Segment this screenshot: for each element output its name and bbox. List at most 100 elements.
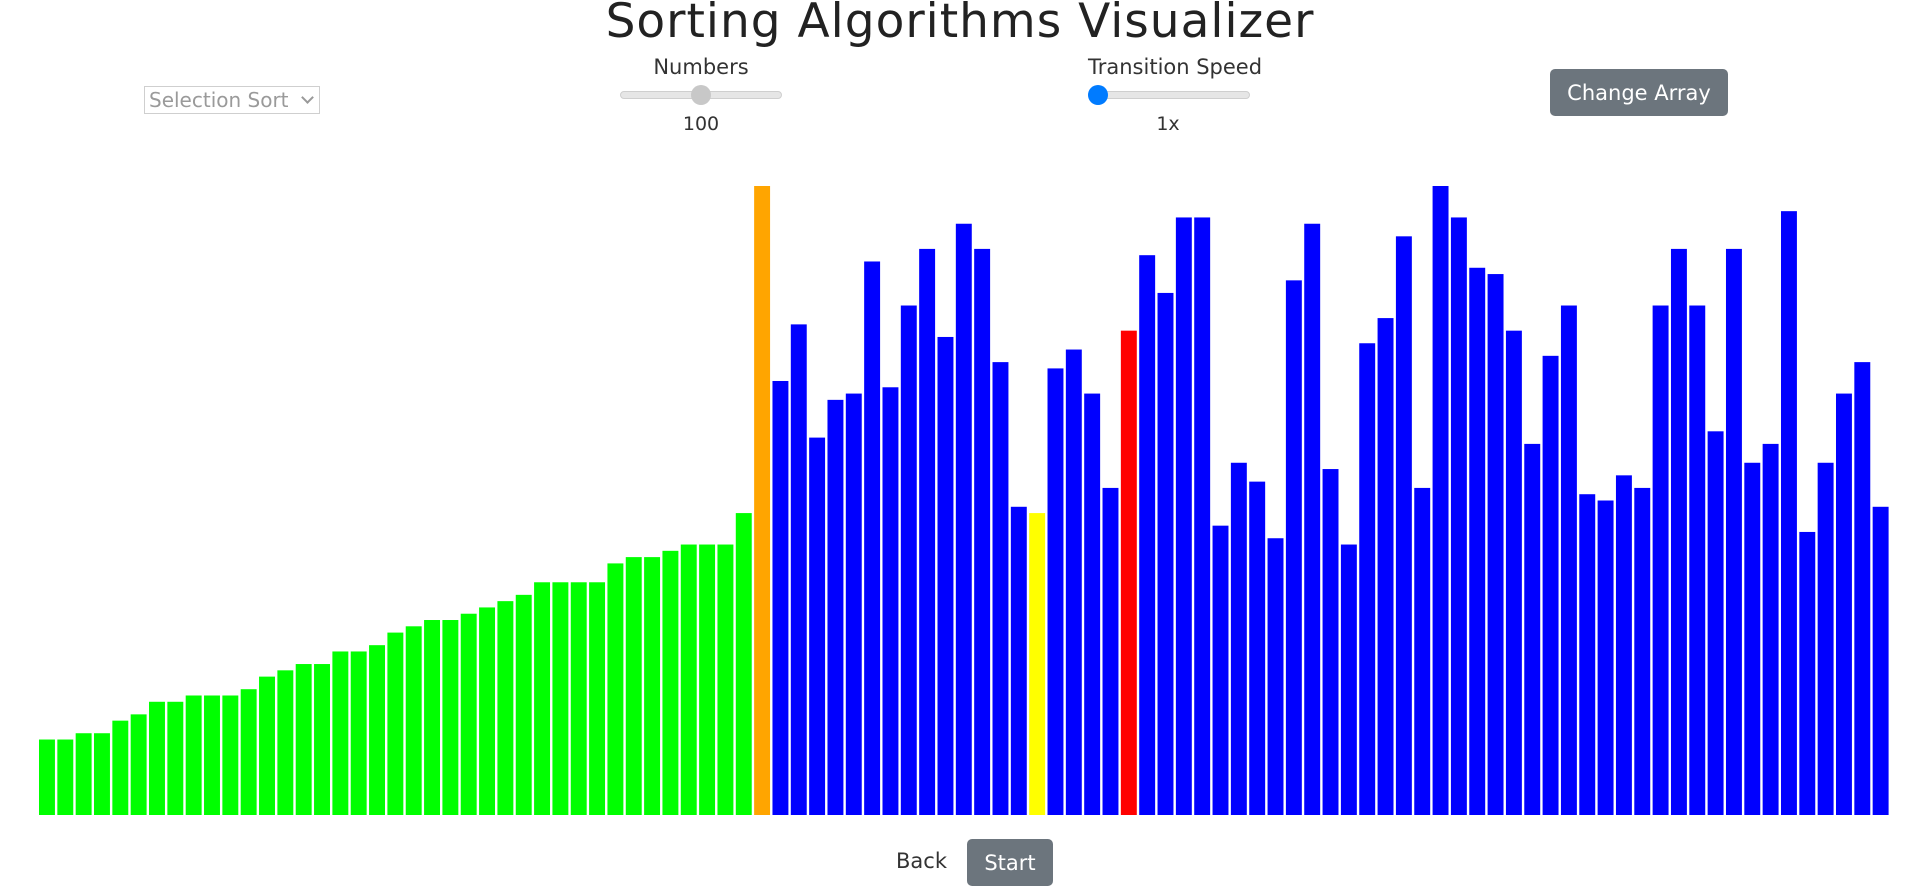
array-bar-31 [607, 563, 624, 815]
speed-value: 1x [1156, 113, 1180, 135]
speed-control: Transition Speed 1x [1088, 55, 1263, 135]
array-bar-98 [1835, 393, 1852, 815]
array-bar-68 [1285, 280, 1302, 816]
array-bar-7 [167, 701, 184, 815]
array-bar-63 [1194, 217, 1211, 815]
array-bar-17 [350, 651, 367, 815]
array-bar-36 [699, 544, 716, 815]
array-bar-37 [717, 544, 734, 815]
array-bar-92 [1725, 248, 1742, 815]
array-bar-0 [39, 739, 55, 815]
array-bar-62 [1175, 217, 1192, 815]
array-bar-82 [1542, 355, 1559, 815]
array-bar-42 [809, 437, 826, 815]
array-bar-57 [1084, 393, 1101, 815]
array-bar-23 [460, 613, 477, 815]
array-bar-13 [277, 670, 294, 815]
array-bar-1 [57, 739, 74, 815]
array-bar-86 [1615, 475, 1632, 815]
speed-slider[interactable] [1088, 85, 1250, 105]
array-bar-90 [1689, 305, 1706, 815]
array-bar-18 [369, 645, 385, 815]
array-bar-35 [680, 544, 697, 815]
array-bar-58 [1102, 487, 1119, 815]
array-bar-61 [1157, 292, 1174, 815]
array-bar-89 [1670, 248, 1687, 815]
array-bar-11 [240, 689, 257, 815]
array-bar-20 [405, 626, 422, 815]
array-bar-53 [1010, 506, 1027, 815]
array-bar-52 [992, 362, 1009, 815]
array-bar-88 [1652, 305, 1669, 815]
array-bar-87 [1634, 487, 1651, 815]
array-bar-55 [1047, 368, 1064, 815]
numbers-value: 100 [682, 113, 720, 135]
array-bar-91 [1707, 431, 1724, 815]
array-bar-75 [1414, 487, 1431, 815]
array-bar-46 [882, 387, 899, 815]
array-bar-49 [937, 336, 954, 815]
array-bar-73 [1377, 318, 1394, 815]
array-bar-45 [864, 261, 881, 816]
array-bar-47 [900, 305, 917, 815]
back-link[interactable]: Back [896, 849, 947, 873]
array-bar-27 [534, 582, 551, 815]
array-bar-41 [790, 324, 807, 815]
algorithm-select-value: Selection Sort [149, 88, 289, 112]
array-bar-33 [644, 557, 661, 815]
array-bar-3 [94, 733, 110, 815]
array-bar-81 [1524, 443, 1541, 815]
array-bar-96 [1799, 531, 1816, 815]
array-bar-4 [112, 720, 129, 815]
array-bar-8 [185, 695, 202, 815]
start-button[interactable]: Start [967, 839, 1053, 886]
speed-slider-thumb[interactable] [1088, 85, 1108, 105]
array-bar-24 [479, 607, 496, 815]
array-bar-50 [955, 223, 972, 816]
array-bar-78 [1469, 267, 1486, 815]
array-bar-9 [204, 695, 220, 815]
array-bar-25 [497, 601, 514, 815]
array-bar-65 [1230, 462, 1247, 815]
array-bar-70 [1322, 469, 1339, 815]
array-bar-84 [1579, 494, 1596, 815]
array-bar-10 [222, 695, 239, 815]
array-bar-26 [515, 594, 532, 815]
page-title: Sorting Algorithms Visualizer [605, 0, 1315, 49]
array-bar-69 [1304, 223, 1321, 816]
array-bar-14 [295, 664, 312, 815]
array-bar-100 [1872, 506, 1889, 815]
array-bar-56 [1065, 349, 1082, 815]
array-bar-19 [387, 632, 404, 815]
array-bar-29 [570, 582, 587, 815]
array-bar-74 [1395, 236, 1412, 815]
numbers-slider-thumb[interactable] [691, 85, 711, 105]
array-bar-5 [130, 714, 147, 815]
array-bar-44 [845, 393, 862, 815]
array-bar-39 [754, 186, 771, 815]
array-bar-79 [1487, 274, 1504, 815]
numbers-control: Numbers 100 [620, 55, 782, 135]
array-bar-6 [149, 701, 165, 815]
algorithm-select[interactable]: Selection Sort [144, 86, 320, 114]
array-bar-2 [75, 733, 92, 815]
array-bar-28 [552, 582, 569, 815]
numbers-slider[interactable] [620, 85, 782, 105]
array-bar-60 [1139, 255, 1156, 815]
change-array-button[interactable]: Change Array [1550, 69, 1728, 116]
array-bar-94 [1762, 443, 1779, 815]
array-bar-54 [1029, 513, 1046, 815]
speed-label: Transition Speed [1088, 55, 1263, 79]
array-bar-76 [1432, 186, 1449, 815]
array-bar-15 [314, 664, 330, 815]
array-bar-83 [1560, 305, 1577, 815]
numbers-label: Numbers [653, 55, 749, 79]
array-bar-32 [625, 557, 642, 815]
array-bar-97 [1817, 462, 1834, 815]
array-bar-22 [442, 620, 459, 815]
array-bar-77 [1450, 217, 1467, 815]
array-bar-16 [332, 651, 349, 815]
array-bar-38 [735, 513, 752, 815]
array-bar-71 [1340, 544, 1357, 815]
array-bar-95 [1780, 211, 1797, 815]
